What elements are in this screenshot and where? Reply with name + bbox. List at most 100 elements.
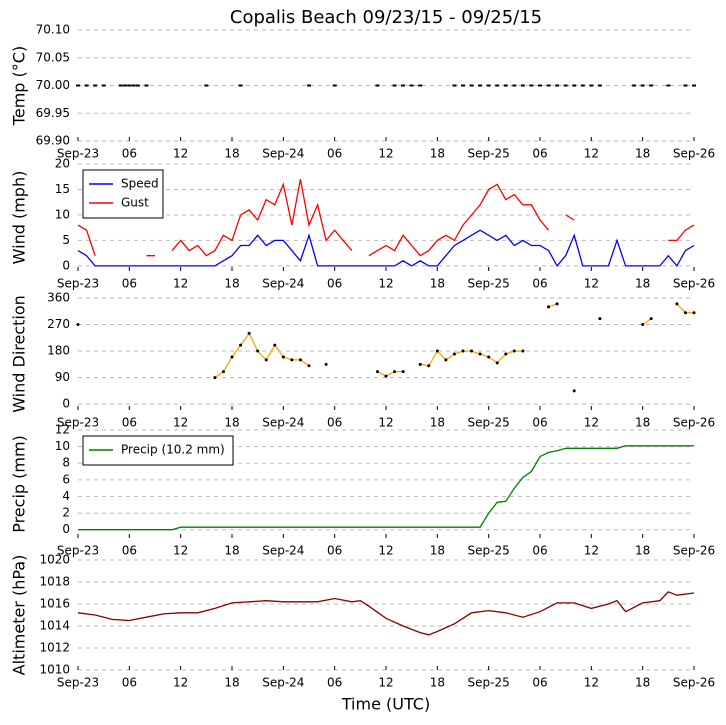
x-tick-label: 12 [173, 416, 188, 430]
y-tick-label: 15 [55, 182, 70, 196]
point [529, 84, 534, 87]
point [290, 358, 294, 362]
line [77, 179, 695, 257]
y-tick-label: 70.10 [36, 23, 70, 37]
point [307, 84, 311, 87]
point [520, 84, 525, 87]
point [84, 84, 89, 87]
y-axis-label: Wind (mph) [10, 171, 29, 265]
point [461, 349, 465, 353]
point [478, 84, 483, 87]
point [452, 84, 457, 87]
x-tick-label: Sep-26 [673, 147, 715, 161]
x-tick-label: 12 [173, 147, 188, 161]
x-tick-label: 18 [635, 544, 650, 558]
x-tick-label: 12 [378, 676, 393, 690]
y-tick-label: 10 [55, 207, 70, 221]
y-tick-label: 20 [55, 157, 70, 171]
y-tick-label: 270 [47, 317, 70, 331]
point [123, 84, 128, 87]
point [298, 358, 302, 362]
point [683, 311, 687, 315]
point [401, 84, 406, 87]
y-tick-label: 90 [55, 370, 70, 384]
x-tick-label: Sep-26 [673, 544, 715, 558]
point [487, 355, 491, 359]
y-tick-label: 1012 [39, 641, 70, 655]
point [495, 361, 499, 365]
y-tick-label: 1010 [39, 663, 70, 677]
point [640, 84, 645, 87]
y-tick-label: 10 [55, 439, 70, 453]
point [469, 84, 474, 87]
y-tick-label: 4 [62, 489, 70, 503]
x-tick-label: 12 [584, 416, 599, 430]
point [230, 355, 234, 359]
point [486, 84, 491, 87]
x-tick-label: 12 [378, 416, 393, 430]
point [135, 84, 140, 87]
x-tick-label: 18 [635, 676, 650, 690]
y-axis-label: Temp (°C) [10, 46, 29, 126]
point [221, 370, 225, 374]
y-tick-label: 1020 [39, 553, 70, 567]
point [649, 317, 653, 321]
x-tick-label: Sep-23 [57, 544, 99, 558]
point [572, 389, 576, 393]
x-tick-label: 12 [584, 544, 599, 558]
y-tick-label: 12 [55, 423, 70, 437]
y-tick-label: 70.05 [36, 50, 70, 64]
point [495, 84, 500, 87]
x-tick-label: Sep-26 [673, 416, 715, 430]
point [213, 376, 217, 380]
x-tick-label: 06 [122, 544, 137, 558]
point [427, 364, 431, 368]
x-tick-label: 18 [430, 147, 445, 161]
x-tick-label: 12 [173, 277, 188, 291]
x-tick-label: 18 [224, 676, 239, 690]
x-tick-label: 12 [584, 277, 599, 291]
line [214, 303, 694, 379]
x-tick-label: Sep-23 [57, 147, 99, 161]
x-tick-label: 18 [430, 416, 445, 430]
y-tick-label: 1014 [39, 619, 70, 633]
point [131, 84, 136, 87]
point [632, 84, 637, 87]
point [546, 84, 551, 87]
point [409, 84, 414, 87]
point [393, 370, 397, 374]
x-tick-label: Sep-24 [262, 416, 304, 430]
x-tick-label: 06 [532, 544, 547, 558]
x-tick-label: Sep-24 [262, 544, 304, 558]
x-tick-label: 06 [327, 676, 342, 690]
figure-title: Copalis Beach 09/23/15 - 09/25/15 [230, 7, 542, 28]
point [281, 355, 285, 359]
point [247, 331, 251, 335]
point [93, 84, 98, 87]
point [503, 84, 508, 87]
legend-label: Gust [121, 196, 149, 210]
point [555, 84, 560, 87]
x-tick-label: 06 [122, 277, 137, 291]
x-tick-label: 06 [532, 416, 547, 430]
y-tick-label: 69.95 [36, 106, 70, 120]
legend-box [82, 169, 164, 219]
point [273, 343, 277, 347]
point [418, 362, 422, 366]
x-axis-label: Time (UTC) [341, 695, 430, 714]
line [77, 591, 695, 636]
point [435, 349, 439, 353]
point [204, 84, 209, 87]
x-tick-label: Sep-24 [262, 147, 304, 161]
x-tick-label: 06 [122, 147, 137, 161]
point [538, 84, 542, 87]
x-tick-label: 18 [635, 416, 650, 430]
y-tick-label: 0 [62, 522, 70, 536]
point [144, 84, 149, 87]
x-tick-label: 18 [430, 544, 445, 558]
y-tick-label: 6 [62, 472, 70, 486]
x-tick-label: 06 [532, 676, 547, 690]
point [401, 370, 405, 374]
y-axis-label: Precip (mm) [10, 435, 29, 533]
x-tick-label: 06 [122, 676, 137, 690]
